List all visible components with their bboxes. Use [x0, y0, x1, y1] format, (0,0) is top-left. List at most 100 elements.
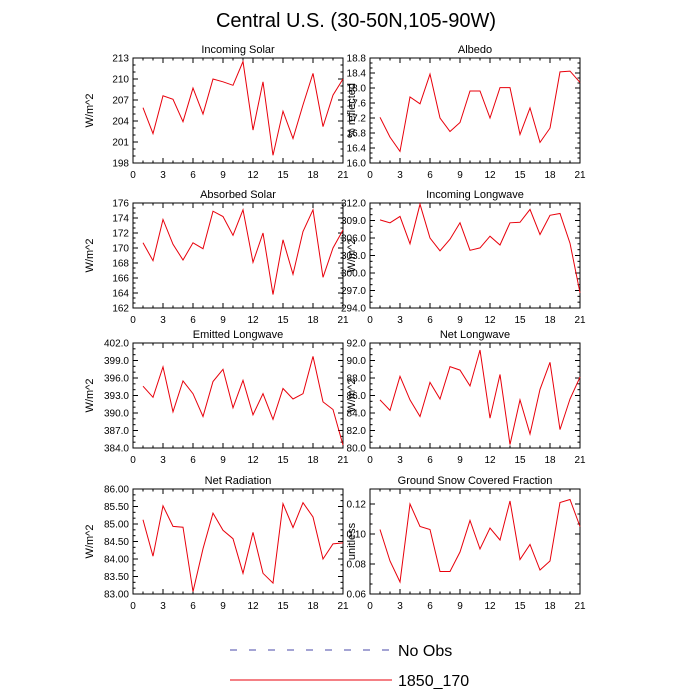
- y-tick-label: 176: [112, 199, 129, 210]
- y-tick-label: 294.0: [341, 304, 366, 315]
- y-tick-label: 162: [112, 304, 129, 315]
- chart-panels: Incoming Solar 0 3 6 9 12 15 18 21 198 201 204 207 21…: [84, 44, 586, 612]
- x-tick-label: 6: [427, 601, 433, 612]
- x-tick-label: 12: [484, 455, 496, 466]
- x-tick-label: 21: [574, 315, 586, 326]
- x-tick-label: 18: [544, 601, 556, 612]
- y-tick-label: 387.0: [104, 426, 129, 437]
- y-axis-label: unitless: [346, 522, 358, 560]
- y-tick-label: 85.50: [104, 502, 129, 513]
- plot-frame: [369, 342, 581, 449]
- panel-absorbed-solar: Absorbed Solar 0 3 6 9 12 15 18 21 162 164 166 168 17…: [84, 189, 349, 326]
- y-axis-label: W/m^2: [84, 525, 96, 559]
- legend-no-obs-label: No Obs: [398, 643, 452, 660]
- y-axis-label: W/m^2: [346, 379, 358, 413]
- y-tick-label: 0.10: [347, 530, 367, 541]
- y-tick-label: 166: [112, 274, 129, 285]
- y-tick-label: 16.4: [347, 144, 367, 155]
- x-tick-label: 3: [397, 170, 403, 181]
- x-tick-label: 18: [307, 315, 319, 326]
- panel-title: Ground Snow Covered Fraction: [398, 475, 553, 487]
- plot-frame: [132, 57, 344, 164]
- x-tick-label: 3: [397, 601, 403, 612]
- x-tick-label: 21: [574, 170, 586, 181]
- x-tick-label: 12: [484, 170, 496, 181]
- y-tick-label: 164: [112, 289, 129, 300]
- x-tick-label: 18: [307, 455, 319, 466]
- series-line: [142, 356, 344, 446]
- x-tick-label: 21: [337, 601, 349, 612]
- x-tick-label: 12: [484, 315, 496, 326]
- x-tick-label: 15: [277, 455, 289, 466]
- x-tick-label: 0: [367, 170, 373, 181]
- y-tick-label: 399.0: [104, 356, 129, 367]
- panel-net-radiation: Net Radiation 0 3 6 9 12 15 18 21 83.00 83.50 84.00…: [84, 475, 349, 612]
- y-tick-label: 384.0: [104, 444, 129, 455]
- y-tick-label: 86.00: [104, 485, 129, 496]
- x-tick-label: 9: [457, 170, 463, 181]
- panel-net-longwave: Net Longwave 0 3 6 9 12 15 18 21 80.0 82.0 84.0 86.0…: [346, 329, 586, 466]
- panel-emitted-longwave: Emitted Longwave 0 3 6 9 12 15 18 21 384.0 387.0 39…: [84, 329, 349, 466]
- x-tick-label: 9: [220, 315, 226, 326]
- y-tick-label: 393.0: [104, 391, 129, 402]
- x-tick-label: 3: [160, 601, 166, 612]
- y-tick-label: 86.0: [347, 391, 367, 402]
- figure-title: Central U.S. (30-50N,105-90W): [216, 10, 496, 32]
- y-tick-label: 300.0: [341, 269, 366, 280]
- y-tick-label: 82.0: [347, 426, 367, 437]
- x-tick-label: 15: [514, 455, 526, 466]
- plot-frame: [369, 57, 581, 164]
- x-tick-label: 9: [220, 601, 226, 612]
- panel-title: Net Radiation: [205, 475, 272, 487]
- x-tick-label: 18: [307, 601, 319, 612]
- y-tick-label: 306.0: [341, 234, 366, 245]
- x-tick-label: 0: [130, 315, 136, 326]
- y-tick-label: 402.0: [104, 339, 129, 350]
- x-tick-label: 3: [397, 455, 403, 466]
- y-tick-label: 16.8: [347, 129, 367, 140]
- y-tick-label: 210: [112, 75, 129, 86]
- x-tick-label: 18: [544, 170, 556, 181]
- x-tick-label: 21: [337, 170, 349, 181]
- series-line: [379, 70, 581, 153]
- x-tick-label: 15: [514, 601, 526, 612]
- x-tick-label: 0: [130, 601, 136, 612]
- x-tick-label: 0: [367, 315, 373, 326]
- y-tick-label: 90.0: [347, 356, 367, 367]
- y-tick-label: 17.6: [347, 99, 367, 110]
- x-tick-label: 3: [160, 170, 166, 181]
- y-tick-label: 17.2: [347, 114, 367, 125]
- x-tick-label: 12: [247, 455, 259, 466]
- x-tick-label: 18: [544, 315, 556, 326]
- y-tick-label: 303.0: [341, 251, 366, 262]
- panel-title: Incoming Longwave: [426, 189, 524, 201]
- panel-title: Albedo: [458, 44, 492, 56]
- panel-ground-snow-covered-fraction: Ground Snow Covered Fraction 0 3 6 9 12 15 18 21…: [346, 475, 586, 612]
- panel-title: Emitted Longwave: [193, 329, 284, 341]
- y-tick-label: 174: [112, 214, 129, 225]
- panel-title: Net Longwave: [440, 329, 510, 341]
- y-tick-label: 170: [112, 244, 129, 255]
- plot-frame: [369, 488, 581, 595]
- x-tick-label: 3: [397, 315, 403, 326]
- x-tick-label: 6: [427, 455, 433, 466]
- y-tick-label: 18.4: [347, 69, 367, 80]
- plot-frame: [132, 488, 344, 595]
- y-tick-label: 297.0: [341, 286, 366, 297]
- y-tick-label: 204: [112, 117, 129, 128]
- x-tick-label: 15: [277, 315, 289, 326]
- y-tick-label: 207: [112, 96, 129, 107]
- x-tick-label: 21: [574, 455, 586, 466]
- series-line: [142, 501, 344, 592]
- x-tick-label: 3: [160, 455, 166, 466]
- y-tick-label: 198: [112, 159, 129, 170]
- y-tick-label: 16.0: [347, 159, 367, 170]
- y-tick-label: 396.0: [104, 374, 129, 385]
- x-tick-label: 0: [130, 170, 136, 181]
- x-tick-label: 15: [514, 315, 526, 326]
- y-tick-label: 84.50: [104, 537, 129, 548]
- series-line: [379, 349, 581, 445]
- x-tick-label: 9: [457, 601, 463, 612]
- series-line: [142, 59, 344, 156]
